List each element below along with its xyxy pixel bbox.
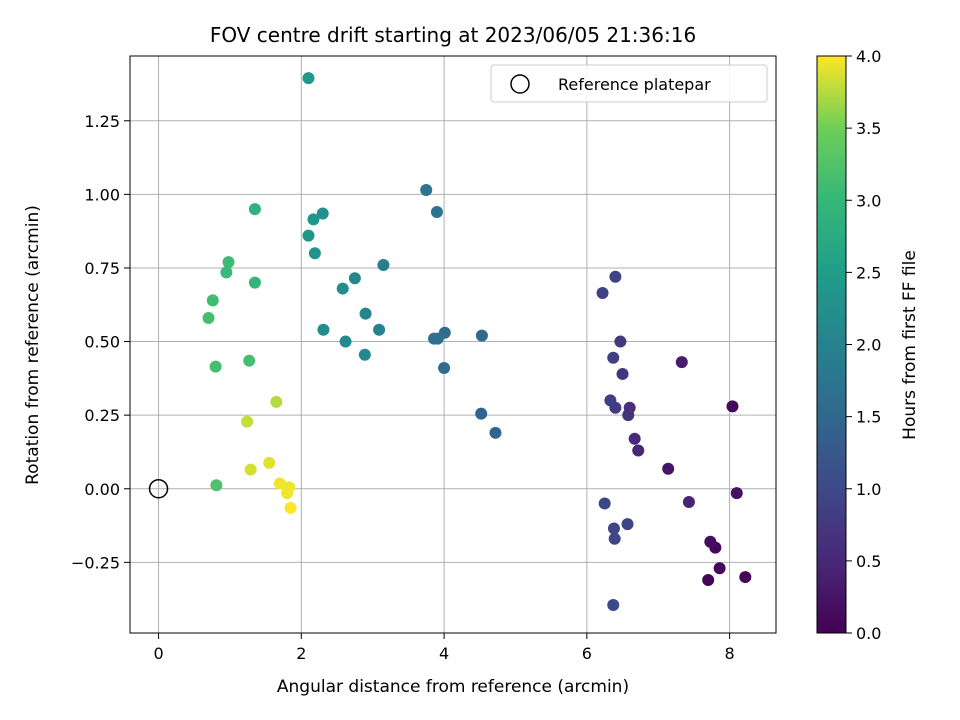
x-axis-label: Angular distance from reference (arcmin) (277, 677, 629, 697)
data-point (632, 444, 645, 457)
data-point (682, 495, 695, 508)
data-point (598, 497, 611, 510)
data-point (608, 532, 621, 545)
colorbar-ticks: 0.0 0.5 1.0 1.5 2.0 2.5 3.0 3.5 4.0 (846, 47, 881, 643)
data-point (704, 535, 717, 548)
colorbar-tick-label: 3.5 (856, 119, 881, 138)
x-tick-label: 0 (153, 644, 163, 663)
data-point (284, 501, 297, 514)
colorbar-gradient (816, 55, 847, 634)
chart-title: FOV centre drift starting at 2023/06/05 … (210, 23, 696, 47)
data-point (726, 400, 739, 413)
data-point (336, 282, 349, 295)
data-point (604, 394, 617, 407)
y-tick-label: 0.50 (84, 333, 120, 352)
data-point (244, 463, 257, 476)
data-point (622, 409, 635, 422)
data-point (609, 270, 622, 283)
data-point (438, 362, 451, 375)
y-tick-label: 0.25 (84, 406, 120, 425)
reference-marker-layer (148, 479, 169, 499)
y-tick-label: 1.00 (84, 185, 120, 204)
colorbar-tick-label: 2.5 (856, 263, 881, 282)
data-point (430, 206, 443, 219)
colorbar-tick-label: 3.0 (856, 191, 881, 210)
x-tick-label: 2 (296, 644, 306, 663)
data-point (273, 477, 286, 490)
data-point (377, 259, 390, 272)
data-point (210, 479, 223, 492)
colorbar-tick-label: 0.0 (856, 624, 881, 643)
data-point (621, 518, 634, 531)
x-tick-label: 4 (439, 644, 449, 663)
data-point (248, 276, 261, 289)
grid-lines (130, 56, 776, 633)
x-tick-label: 6 (582, 644, 592, 663)
data-point (281, 487, 294, 500)
legend-box (490, 64, 768, 103)
data-point (616, 367, 629, 380)
data-point (489, 426, 502, 439)
data-point (596, 286, 609, 299)
y-tick-label: 1.25 (84, 112, 120, 131)
data-point (607, 522, 620, 535)
legend-reference-marker-icon (510, 74, 530, 94)
data-point (662, 462, 675, 475)
data-point (475, 329, 488, 342)
data-point (270, 395, 283, 408)
y-tick-label: −0.25 (71, 553, 120, 572)
data-point (339, 335, 352, 348)
data-point (607, 599, 620, 612)
data-point (241, 415, 254, 428)
data-point (307, 213, 320, 226)
data-point (373, 323, 386, 336)
colorbar-tick-label: 2.0 (856, 336, 881, 355)
plot-frame (129, 55, 777, 634)
y-tick-label: 0.00 (84, 480, 120, 499)
y-tick-label: 0.75 (84, 259, 120, 278)
data-point (302, 229, 315, 242)
data-point (222, 256, 235, 269)
data-point (348, 272, 361, 285)
data-point (316, 207, 329, 220)
data-point (202, 312, 215, 325)
colorbar-tick-label: 0.5 (856, 552, 881, 571)
data-point (730, 487, 743, 500)
data-point (475, 407, 488, 420)
data-point (358, 348, 371, 361)
data-point (302, 72, 315, 85)
x-tick-label: 8 (725, 644, 735, 663)
x-axis-ticks: 0 2 4 6 8 (153, 633, 735, 663)
data-point (607, 351, 620, 364)
colorbar-tick-label: 1.5 (856, 408, 881, 427)
data-points (202, 72, 752, 612)
colorbar-label: Hours from first FF file (900, 250, 920, 440)
data-point (675, 356, 688, 369)
legend-entry-reference: Reference platepar (558, 75, 711, 94)
data-point (702, 574, 715, 587)
data-point (420, 183, 433, 196)
colorbar: 0.0 0.5 1.0 1.5 2.0 2.5 3.0 3.5 4.0 Hours from f… (816, 47, 920, 643)
reference-marker (148, 479, 169, 499)
data-point (243, 354, 256, 367)
data-point (713, 562, 726, 575)
y-axis-label: Rotation from reference (arcmin) (23, 205, 43, 485)
data-point (428, 332, 441, 345)
data-point (628, 432, 641, 445)
colorbar-tick-label: 1.0 (856, 480, 881, 499)
y-axis-ticks: −0.25 0.00 0.25 0.50 0.75 1.00 1.25 (71, 112, 130, 572)
colorbar-tick-label: 4.0 (856, 47, 881, 66)
data-point (308, 247, 321, 260)
data-point (209, 360, 222, 373)
data-point (220, 266, 233, 279)
legend: Reference platepar (490, 64, 768, 103)
data-point (248, 203, 261, 216)
data-point (614, 335, 627, 348)
data-point (263, 456, 276, 469)
data-point (359, 307, 372, 320)
data-point (317, 323, 330, 336)
data-point (206, 294, 219, 307)
data-point (739, 571, 752, 584)
